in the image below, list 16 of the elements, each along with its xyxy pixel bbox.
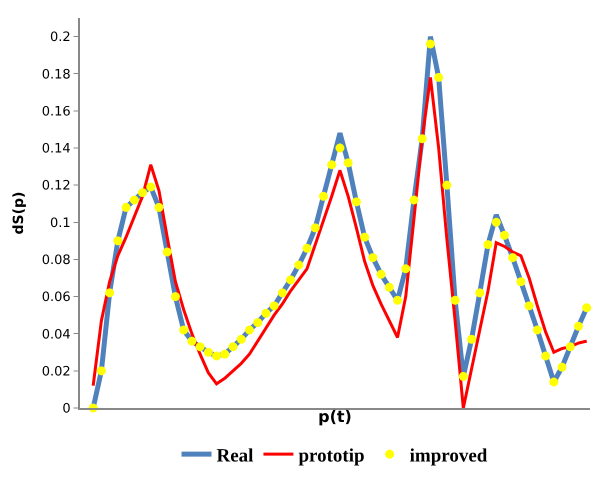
legend-label: prototip	[298, 446, 365, 467]
y-tick-label: 0.12	[42, 178, 71, 194]
y-tick-label: 0.18	[42, 67, 71, 82]
y-tick-label: 0.06	[42, 290, 71, 306]
y-tick-label: 0.04	[42, 327, 71, 342]
y-axis-title: dS(p)	[10, 192, 27, 234]
x-axis-title: p(t)	[318, 406, 352, 426]
y-tick-label: 0.16	[42, 104, 71, 120]
legend-label: improved	[410, 446, 488, 467]
y-tick-label: 0.08	[42, 252, 71, 268]
y-tick-label: 0	[62, 402, 71, 417]
y-tick-label: 0.14	[42, 142, 71, 157]
legend-label: Real	[216, 446, 254, 467]
y-tick-label: 0.1	[50, 216, 71, 231]
y-tick-label: 0.02	[42, 364, 71, 380]
y-tick-label: 0.2	[50, 30, 71, 46]
